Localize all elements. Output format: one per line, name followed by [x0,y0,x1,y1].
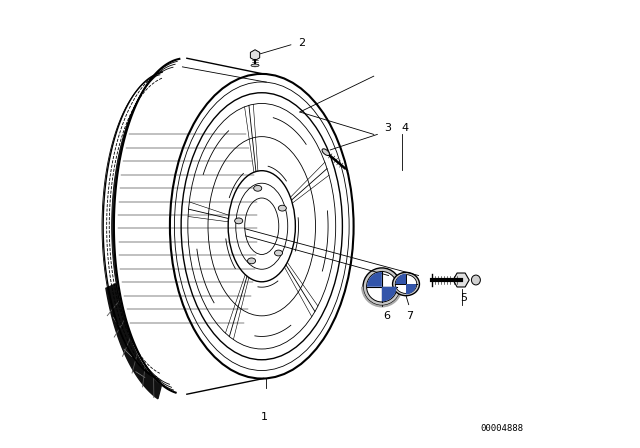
Wedge shape [382,287,397,302]
Text: 1: 1 [260,412,268,422]
Ellipse shape [396,275,417,293]
Ellipse shape [251,64,259,67]
Ellipse shape [392,272,419,296]
Wedge shape [396,274,406,284]
Circle shape [363,268,401,306]
Wedge shape [406,284,417,294]
Ellipse shape [253,185,262,191]
Ellipse shape [275,250,282,256]
Ellipse shape [322,149,330,155]
Text: 7: 7 [406,311,413,321]
Wedge shape [367,272,382,287]
Ellipse shape [278,205,286,211]
Text: 5: 5 [460,293,467,303]
Text: 00004888: 00004888 [480,424,523,433]
Text: 3: 3 [384,123,390,133]
Text: 6: 6 [384,311,390,321]
Ellipse shape [248,258,255,264]
Text: 2: 2 [298,38,306,47]
Circle shape [367,271,397,302]
Polygon shape [106,284,161,399]
Ellipse shape [235,218,243,224]
Text: 4: 4 [401,123,409,133]
Ellipse shape [472,275,481,285]
